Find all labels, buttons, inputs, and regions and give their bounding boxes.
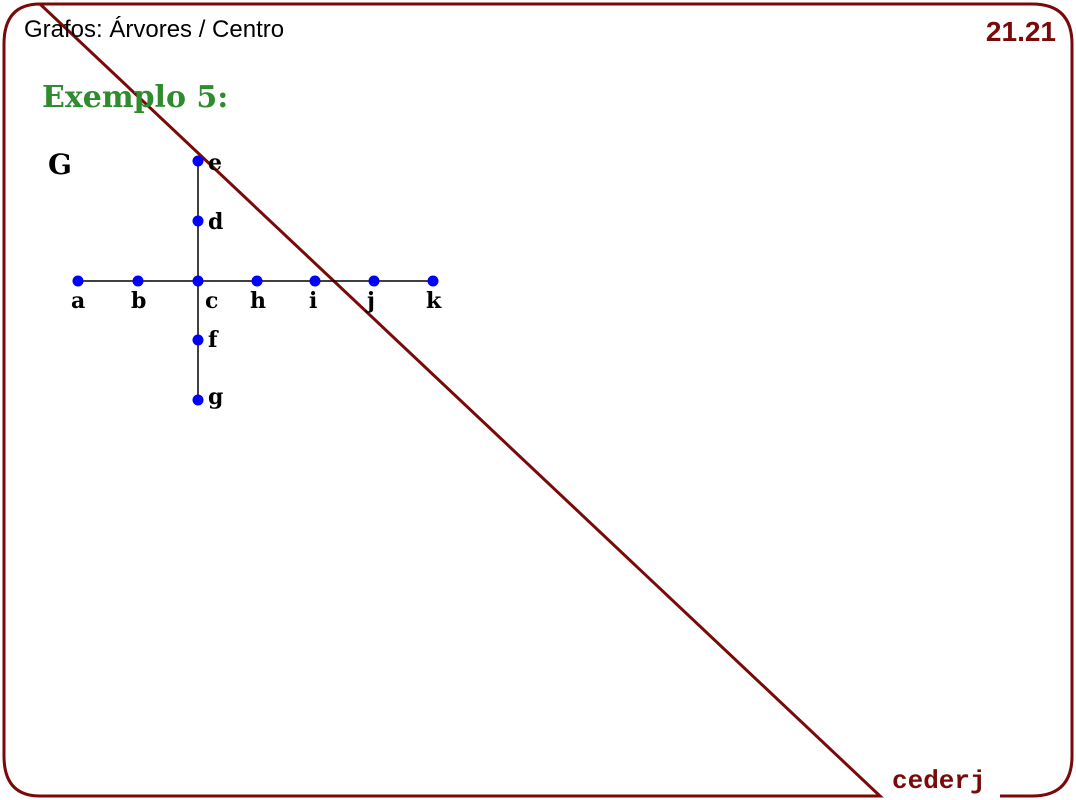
vertex-i [309,275,321,287]
label-b: b [131,288,146,314]
graph-name: G [48,148,72,181]
label-e: e [208,150,222,176]
label-f: f [208,327,219,353]
vertex-k [427,275,439,287]
vertex-j [368,275,380,287]
label-c: c [205,288,218,314]
brand-logo: cederj [892,766,986,796]
label-a: a [71,288,85,314]
vertex-a [72,275,84,287]
label-d: d [208,209,223,235]
label-h: h [250,288,266,314]
label-i: i [309,288,317,314]
slide-title: Grafos: Árvores / Centro [24,16,285,43]
vertex-e [192,155,204,167]
vertex-f [192,334,204,346]
vertex-h [251,275,263,287]
vertex-g [192,394,204,406]
vertex-b [132,275,144,287]
page-number: 21.21 [985,16,1056,47]
vertex-d [192,215,204,227]
label-g: g [208,384,223,410]
example-title: Exemplo 5: [42,80,229,115]
vertex-c [192,275,204,287]
label-k: k [426,288,442,314]
label-j: j [365,288,375,314]
